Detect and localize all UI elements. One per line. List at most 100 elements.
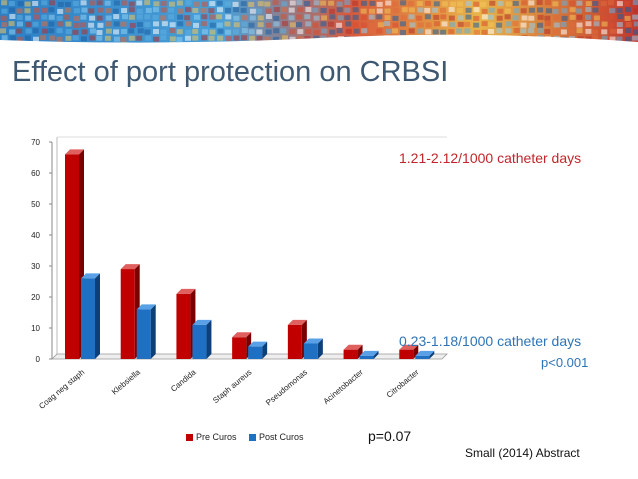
mosaic-tile — [89, 15, 96, 21]
bar-post-curos — [415, 350, 435, 359]
mosaic-tile — [465, 1, 472, 7]
legend-post-swatch — [249, 433, 256, 441]
mosaic-tile — [496, 22, 503, 28]
mosaic-tile — [40, 35, 47, 41]
mosaic-tile — [81, 7, 88, 13]
mosaic-tile — [336, 1, 343, 7]
bar-face — [192, 324, 207, 359]
mosaic-tile — [544, 15, 551, 21]
mosaic-tile — [89, 35, 96, 41]
mosaic-tile — [225, 36, 232, 42]
mosaic-tile — [152, 29, 159, 35]
mosaic-tile — [441, 21, 448, 27]
mosaic-tile — [408, 28, 415, 34]
mosaic-tile — [296, 14, 303, 20]
mosaic-tile — [625, 22, 632, 28]
mosaic-tile — [273, 15, 280, 21]
mosaic-tile — [504, 14, 511, 20]
mosaic-tile — [32, 21, 39, 27]
mosaic-tile — [121, 8, 128, 14]
mosaic-tile — [265, 22, 272, 28]
mosaic-tile — [160, 7, 167, 13]
mosaic-tile — [1, 8, 8, 14]
mosaic-tile — [456, 1, 463, 7]
mosaic-tile — [224, 21, 231, 27]
mosaic-tile — [232, 29, 239, 35]
mosaic-tile — [376, 28, 383, 34]
mosaic-tile — [281, 21, 288, 27]
mosaic-tile — [289, 22, 296, 28]
y-tick-label: 0 — [36, 355, 41, 364]
mosaic-tile — [440, 14, 447, 20]
mosaic-tile — [384, 21, 391, 27]
mosaic-tile — [592, 0, 599, 6]
bar-side — [206, 319, 212, 359]
y-tick-label: 50 — [31, 200, 40, 209]
mosaic-tile — [400, 29, 407, 35]
mosaic-tile — [513, 28, 520, 34]
mosaic-tile — [457, 15, 464, 21]
mosaic-tile — [233, 7, 240, 13]
bar-face — [415, 355, 430, 359]
mosaic-tile — [105, 8, 112, 14]
bar-post-curos — [248, 341, 268, 359]
mosaic-tile — [536, 22, 543, 28]
mosaic-tile — [392, 15, 399, 21]
mosaic-tile — [240, 1, 247, 7]
legend-pre-label: Pre Curos — [196, 432, 237, 442]
mosaic-tile — [408, 7, 415, 13]
bar-top — [359, 350, 379, 356]
mosaic-tile — [233, 35, 240, 41]
mosaic-tile — [392, 28, 399, 34]
mosaic-tile — [569, 14, 576, 20]
mosaic-tile — [136, 0, 143, 6]
mosaic-tile — [272, 0, 279, 6]
legend-pre: Pre Curos — [186, 432, 237, 442]
mosaic-tile — [257, 15, 264, 21]
mosaic-tile — [16, 8, 23, 14]
mosaic-tile — [25, 15, 32, 21]
mosaic-tile — [256, 29, 263, 35]
mosaic-tile — [96, 29, 103, 35]
mosaic-tile — [209, 22, 216, 28]
mosaic-tile — [384, 8, 391, 14]
x-tick-label: Pseudomonas — [264, 368, 309, 408]
mosaic-tile — [249, 15, 256, 21]
y-tick-label: 30 — [31, 262, 40, 271]
mosaic-tile — [633, 8, 638, 14]
mosaic-tile — [233, 22, 240, 28]
mosaic-tile — [112, 8, 119, 14]
mosaic-tile — [161, 21, 168, 27]
mosaic-tile — [336, 7, 343, 13]
mosaic-tile — [57, 1, 64, 7]
mosaic-tile — [257, 22, 264, 28]
mosaic-tile — [321, 15, 328, 21]
mosaic-tile — [169, 22, 176, 28]
mosaic-tile — [96, 0, 103, 6]
mosaic-tile — [377, 22, 384, 28]
mosaic-tile — [8, 21, 15, 27]
mosaic-tile — [0, 28, 7, 34]
bar-face — [81, 278, 95, 359]
mosaic-tile — [169, 28, 176, 34]
mosaic-tile — [473, 15, 480, 21]
mosaic-tile — [305, 7, 312, 13]
mosaic-tile — [585, 7, 592, 13]
mosaic-tile — [56, 36, 63, 42]
mosaic-banner — [0, 0, 638, 52]
mosaic-tile — [273, 21, 280, 27]
mosaic-tile — [41, 21, 48, 27]
mosaic-tile — [544, 21, 551, 27]
mosaic-tile — [216, 22, 223, 28]
mosaic-tile — [537, 7, 544, 13]
mosaic-tile — [488, 22, 495, 28]
mosaic-tile — [344, 7, 351, 13]
mosaic-tile — [72, 29, 79, 35]
bar-side — [429, 350, 435, 359]
mosaic-tile — [120, 0, 127, 6]
mosaic-tile — [425, 22, 432, 28]
mosaic-tile — [280, 14, 287, 20]
mosaic-tile — [392, 1, 399, 7]
mosaic-tile — [225, 14, 232, 20]
bar-face — [136, 309, 151, 359]
